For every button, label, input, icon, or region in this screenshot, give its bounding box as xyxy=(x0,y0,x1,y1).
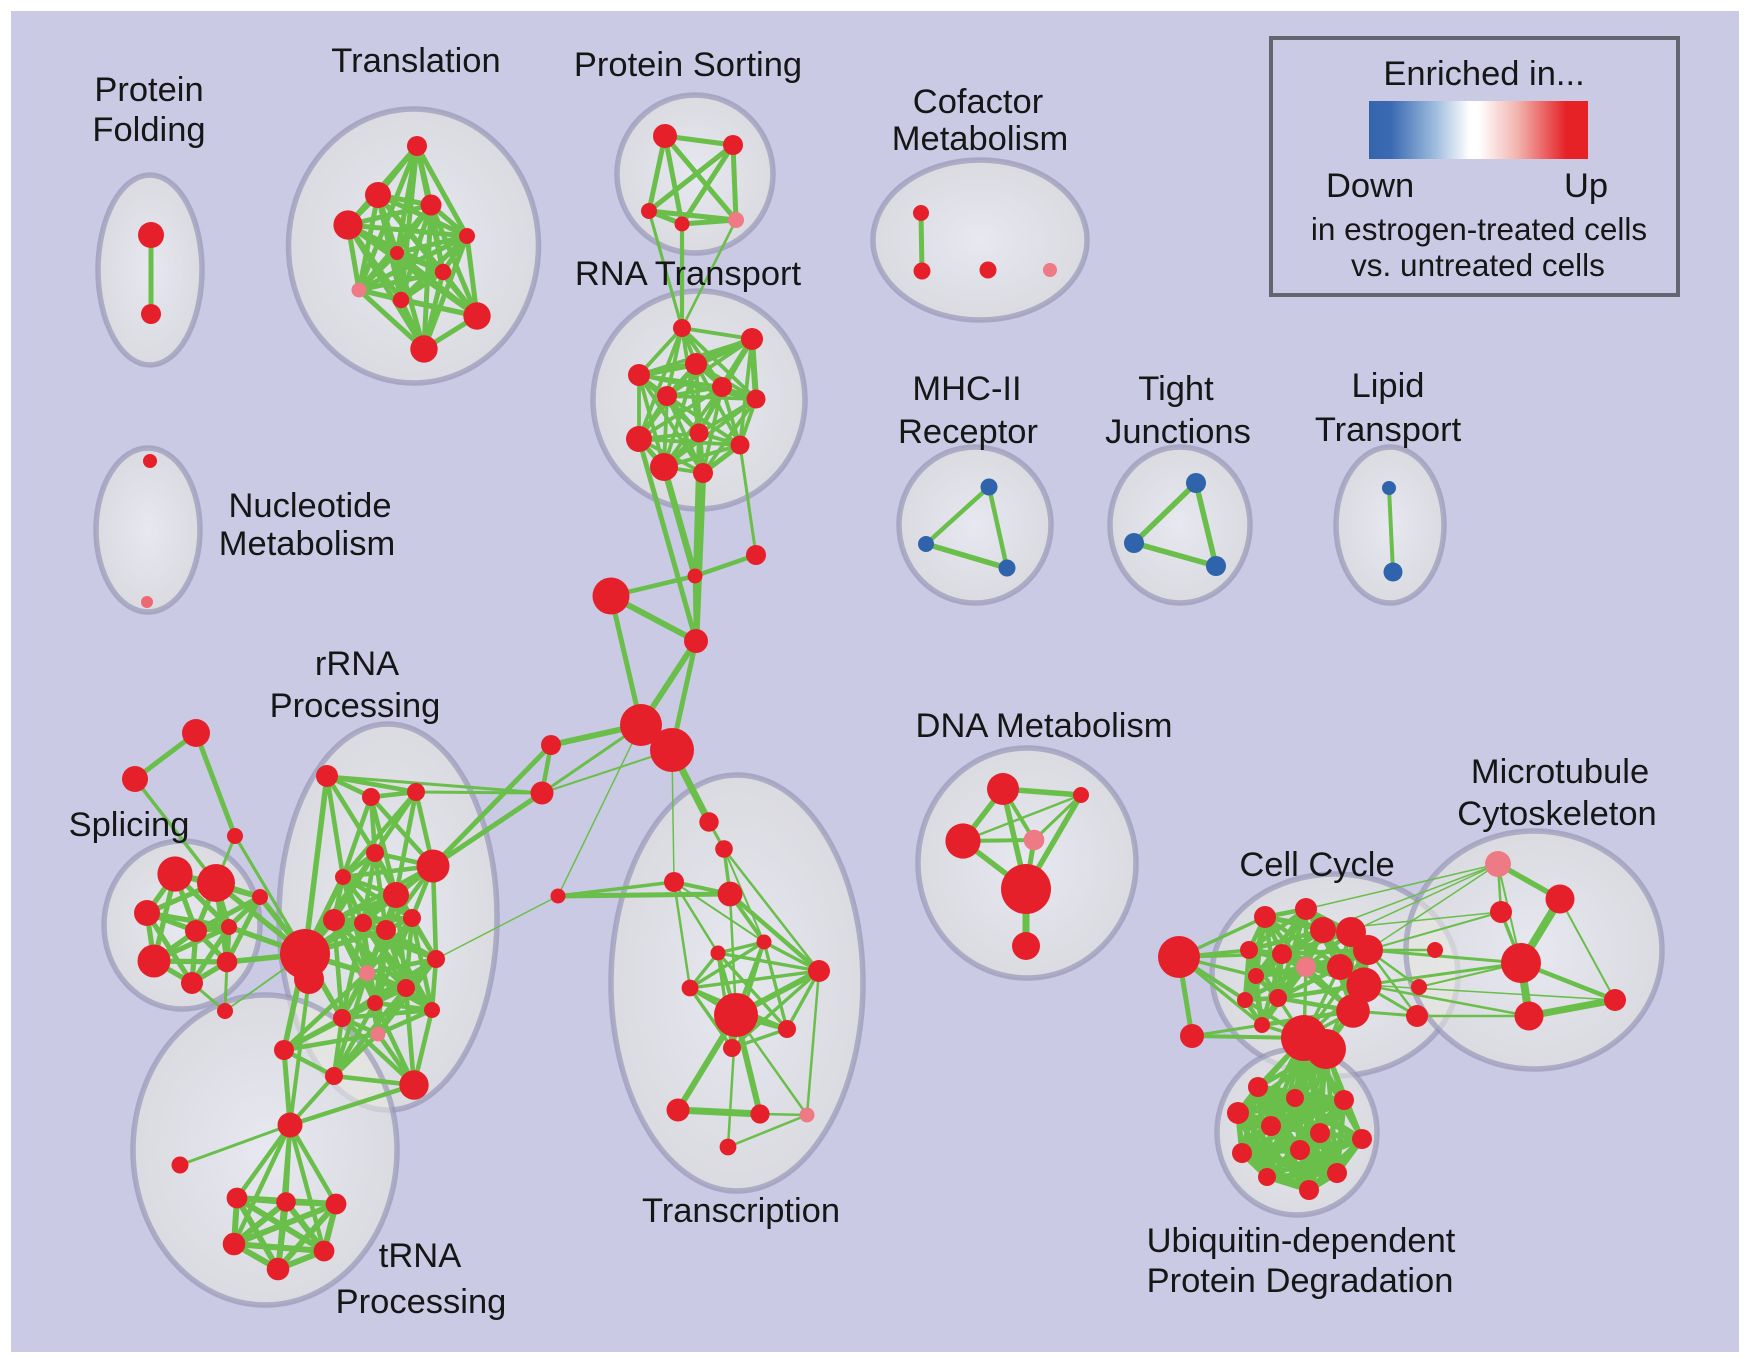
svg-text:Folding: Folding xyxy=(92,111,205,149)
svg-text:tRNA: tRNA xyxy=(379,1237,461,1275)
svg-text:Lipid: Lipid xyxy=(1352,367,1425,405)
svg-text:DNA Metabolism: DNA Metabolism xyxy=(916,707,1173,745)
svg-text:rRNA: rRNA xyxy=(315,645,399,683)
svg-text:Ubiquitin-dependent: Ubiquitin-dependent xyxy=(1147,1222,1456,1260)
svg-text:RNA Transport: RNA Transport xyxy=(575,255,802,293)
svg-text:in estrogen-treated cells: in estrogen-treated cells xyxy=(1311,211,1647,247)
svg-text:Protein Sorting: Protein Sorting xyxy=(574,46,802,84)
svg-text:Metabolism: Metabolism xyxy=(892,120,1068,158)
svg-text:Up: Up xyxy=(1564,167,1608,205)
svg-text:Cytoskeleton: Cytoskeleton xyxy=(1457,795,1656,833)
svg-text:MHC-II: MHC-II xyxy=(912,370,1021,408)
svg-text:Cell Cycle: Cell Cycle xyxy=(1239,846,1394,884)
svg-text:Nucleotide: Nucleotide xyxy=(228,487,391,525)
svg-text:Receptor: Receptor xyxy=(898,413,1038,451)
svg-text:Processing: Processing xyxy=(336,1283,507,1321)
svg-text:Metabolism: Metabolism xyxy=(219,525,395,563)
svg-text:Protein Degradation: Protein Degradation xyxy=(1147,1262,1454,1300)
svg-text:Junctions: Junctions xyxy=(1105,413,1251,451)
svg-text:Splicing: Splicing xyxy=(69,806,190,844)
svg-text:Transcription: Transcription xyxy=(642,1192,840,1230)
svg-text:vs. untreated cells: vs. untreated cells xyxy=(1351,247,1605,283)
svg-text:Protein: Protein xyxy=(94,71,203,109)
svg-text:Tight: Tight xyxy=(1138,370,1214,408)
svg-text:Cofactor: Cofactor xyxy=(913,83,1043,121)
svg-text:Translation: Translation xyxy=(331,42,500,80)
svg-text:Processing: Processing xyxy=(270,687,441,725)
svg-text:Microtubule: Microtubule xyxy=(1471,753,1649,791)
svg-text:Enriched in...: Enriched in... xyxy=(1383,55,1584,93)
svg-text:Transport: Transport xyxy=(1315,411,1462,449)
svg-text:Down: Down xyxy=(1326,167,1414,205)
